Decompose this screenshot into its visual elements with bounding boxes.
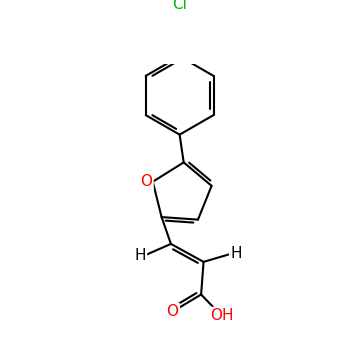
Text: H: H — [230, 246, 242, 261]
Text: H: H — [134, 248, 146, 263]
Text: O: O — [140, 174, 152, 189]
Text: Cl: Cl — [172, 0, 187, 12]
Text: OH: OH — [210, 308, 233, 323]
Text: O: O — [167, 304, 178, 319]
